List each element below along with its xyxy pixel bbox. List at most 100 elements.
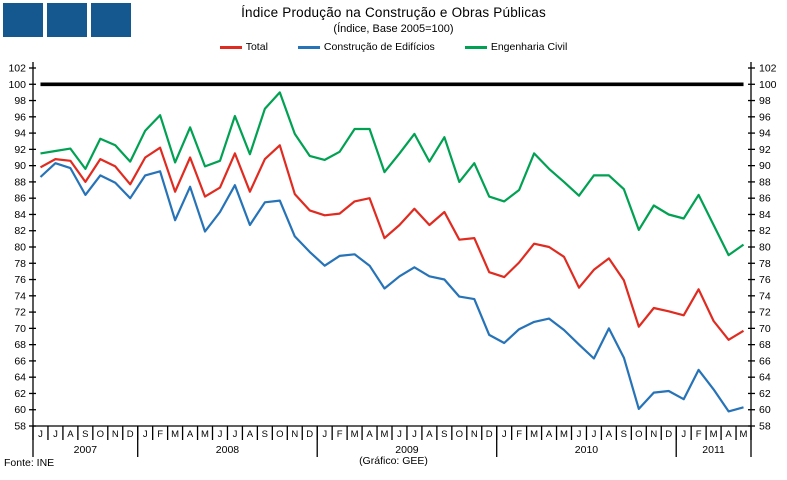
y-tick-label-left: 72 bbox=[14, 307, 26, 319]
month-label: J bbox=[592, 429, 597, 440]
month-label: J bbox=[218, 429, 223, 440]
month-label: A bbox=[366, 429, 373, 440]
y-tick-label-right: 58 bbox=[759, 421, 771, 433]
y-tick-label-right: 64 bbox=[759, 372, 771, 384]
month-label: O bbox=[635, 429, 642, 440]
y-tick-label-right: 78 bbox=[759, 258, 771, 270]
month-label: J bbox=[681, 429, 686, 440]
legend-swatch bbox=[464, 45, 487, 49]
y-tick-label-right: 70 bbox=[759, 323, 771, 335]
logo-square bbox=[91, 3, 131, 37]
y-tick-label-right: 100 bbox=[759, 79, 777, 91]
y-tick-label-left: 66 bbox=[14, 355, 26, 367]
month-label: J bbox=[502, 429, 507, 440]
month-label: J bbox=[397, 429, 402, 440]
year-label: 2009 bbox=[395, 444, 419, 456]
y-tick-label-right: 90 bbox=[759, 160, 771, 172]
y-tick-label-left: 58 bbox=[14, 421, 26, 433]
y-tick-label-right: 94 bbox=[759, 128, 771, 140]
year-label: 2011 bbox=[702, 444, 725, 456]
y-tick-label-left: 98 bbox=[14, 95, 26, 107]
month-label: F bbox=[157, 429, 163, 440]
month-label: N bbox=[650, 429, 657, 440]
month-label: A bbox=[426, 429, 433, 440]
y-tick-label-left: 88 bbox=[14, 176, 26, 188]
month-label: O bbox=[456, 429, 463, 440]
month-label: J bbox=[53, 429, 58, 440]
y-tick-label-right: 82 bbox=[759, 225, 771, 237]
month-label: M bbox=[710, 429, 718, 440]
legend-label: Total bbox=[245, 41, 268, 53]
month-label: J bbox=[412, 429, 417, 440]
month-label: J bbox=[233, 429, 238, 440]
logo-square bbox=[47, 3, 87, 37]
source-note: Fonte: INE bbox=[4, 457, 55, 469]
month-label: O bbox=[97, 429, 104, 440]
y-tick-label-right: 84 bbox=[759, 209, 771, 221]
month-label: S bbox=[621, 429, 627, 440]
series-line-total bbox=[39, 144, 745, 341]
month-label: A bbox=[247, 429, 254, 440]
month-label: A bbox=[546, 429, 553, 440]
y-tick-label-right: 76 bbox=[759, 274, 771, 286]
month-label: N bbox=[291, 429, 298, 440]
legend-item: Total bbox=[219, 41, 268, 53]
month-label: M bbox=[171, 429, 179, 440]
legend-label: Construção de Edifícios bbox=[323, 41, 435, 53]
y-tick-label-left: 60 bbox=[14, 404, 26, 416]
y-tick-label-left: 92 bbox=[14, 144, 26, 156]
credit-note: (Gráfico: GEE) bbox=[359, 455, 428, 467]
y-tick-label-right: 96 bbox=[759, 111, 771, 123]
month-label: M bbox=[381, 429, 389, 440]
y-tick-label-left: 74 bbox=[14, 290, 26, 302]
month-label: S bbox=[262, 429, 268, 440]
year-label: 2007 bbox=[74, 444, 98, 456]
y-tick-label-right: 72 bbox=[759, 307, 771, 319]
y-tick-label-right: 68 bbox=[759, 339, 771, 351]
month-label: A bbox=[67, 429, 74, 440]
month-label: M bbox=[560, 429, 568, 440]
month-label: J bbox=[322, 429, 327, 440]
y-tick-label-left: 80 bbox=[14, 242, 26, 254]
y-tick-label-left: 90 bbox=[14, 160, 26, 172]
legend-item: Engenharia Civil bbox=[464, 41, 567, 53]
y-tick-label-left: 94 bbox=[14, 128, 26, 140]
month-label: A bbox=[725, 429, 732, 440]
chart-title: Índice Produção na Construção e Obras Pú… bbox=[241, 5, 546, 20]
month-label: M bbox=[530, 429, 538, 440]
month-label: M bbox=[351, 429, 359, 440]
series-line-engenharia-civil bbox=[40, 91, 745, 257]
y-tick-label-right: 74 bbox=[759, 290, 771, 302]
y-tick-label-left: 84 bbox=[14, 209, 26, 221]
month-label: D bbox=[127, 429, 134, 440]
series-line-constru-o-de-edif-cios bbox=[39, 162, 744, 413]
y-tick-label-left: 86 bbox=[14, 193, 26, 205]
month-label: F bbox=[337, 429, 343, 440]
month-label: J bbox=[143, 429, 148, 440]
y-tick-label-right: 86 bbox=[759, 193, 771, 205]
y-tick-label-left: 78 bbox=[14, 258, 26, 270]
y-tick-label-left: 96 bbox=[14, 111, 26, 123]
month-label: J bbox=[38, 429, 43, 440]
year-label: 2008 bbox=[216, 444, 240, 456]
legend: Total Construção de Edifícios Engenharia C… bbox=[0, 41, 787, 53]
month-label: M bbox=[201, 429, 209, 440]
y-tick-label-right: 98 bbox=[759, 95, 771, 107]
month-label: O bbox=[276, 429, 283, 440]
legend-swatch bbox=[297, 45, 320, 49]
y-tick-label-left: 70 bbox=[14, 323, 26, 335]
legend-swatch bbox=[219, 45, 242, 49]
y-tick-label-left: 102 bbox=[8, 63, 26, 75]
month-label: A bbox=[606, 429, 613, 440]
month-label: N bbox=[112, 429, 119, 440]
y-tick-label-right: 92 bbox=[759, 144, 771, 156]
month-label: D bbox=[486, 429, 493, 440]
y-tick-label-left: 62 bbox=[14, 388, 26, 400]
month-label: F bbox=[696, 429, 702, 440]
month-label: N bbox=[471, 429, 478, 440]
month-label: D bbox=[306, 429, 313, 440]
month-label: S bbox=[441, 429, 447, 440]
y-tick-label-left: 76 bbox=[14, 274, 26, 286]
y-tick-label-right: 102 bbox=[759, 63, 777, 75]
month-label: J bbox=[577, 429, 582, 440]
